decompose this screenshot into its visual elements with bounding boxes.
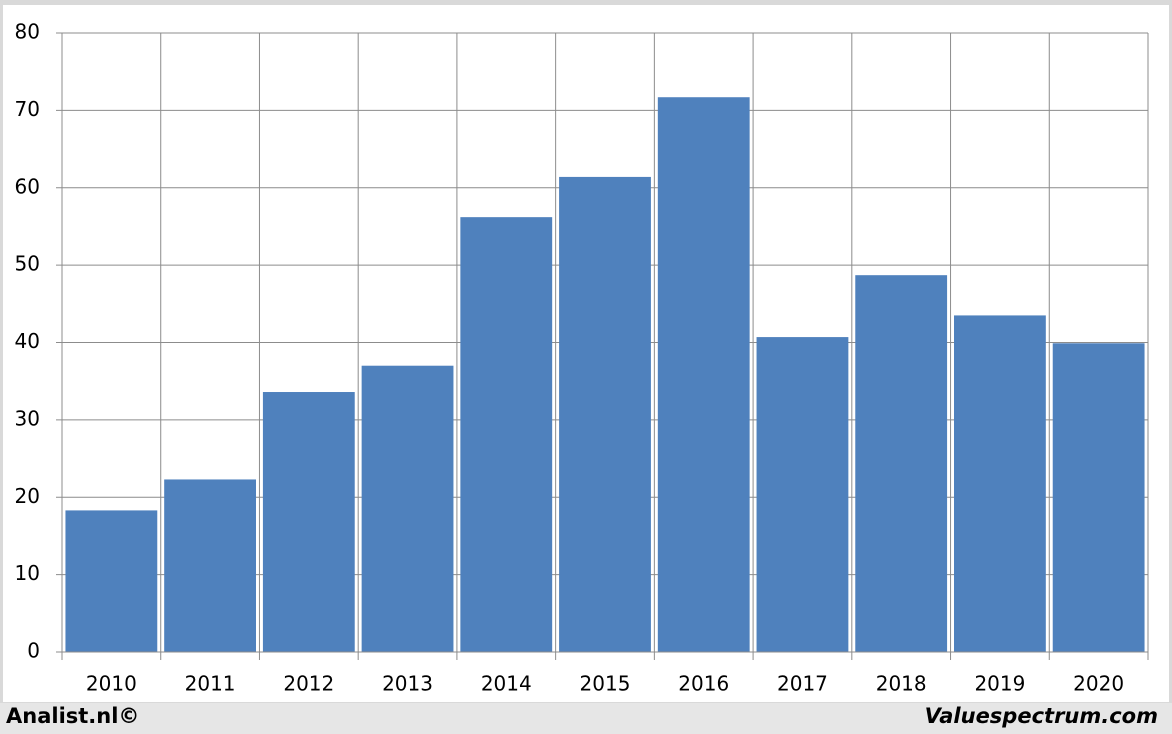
bar	[361, 365, 454, 652]
y-tick-label: 20	[15, 484, 40, 508]
bar	[756, 337, 849, 652]
x-tick-label: 2016	[678, 672, 729, 696]
x-tick-label: 2017	[777, 672, 828, 696]
x-tick-label: 2011	[185, 672, 236, 696]
y-tick-label: 60	[15, 174, 40, 198]
footer-left: Analist.nl©	[6, 704, 139, 728]
bar	[164, 479, 256, 652]
x-tick-label: 2020	[1073, 672, 1124, 696]
footer-right: Valuespectrum.com	[925, 704, 1158, 728]
bar	[262, 392, 355, 652]
bar	[460, 217, 553, 652]
x-tick-label: 2015	[580, 672, 631, 696]
y-tick-label: 80	[15, 20, 40, 44]
bar	[855, 275, 948, 652]
x-tick-label: 2014	[481, 672, 532, 696]
x-tick-label: 2019	[974, 672, 1025, 696]
y-tick-label: 40	[15, 329, 40, 353]
y-tick-label: 10	[15, 561, 40, 585]
bar	[65, 510, 158, 652]
x-tick-label: 2018	[876, 672, 927, 696]
footer-band	[0, 703, 1172, 734]
y-tick-label: 30	[15, 406, 40, 430]
x-tick-label: 2013	[382, 672, 433, 696]
y-tick-label: 70	[15, 97, 40, 121]
bar	[657, 97, 750, 652]
y-tick-label: 50	[15, 252, 40, 276]
bar	[559, 176, 651, 653]
x-tick-label: 2012	[283, 672, 334, 696]
y-tick-label: 0	[27, 639, 40, 663]
x-tick-label: 2010	[86, 672, 137, 696]
bar	[1052, 343, 1145, 652]
bar	[954, 315, 1046, 652]
